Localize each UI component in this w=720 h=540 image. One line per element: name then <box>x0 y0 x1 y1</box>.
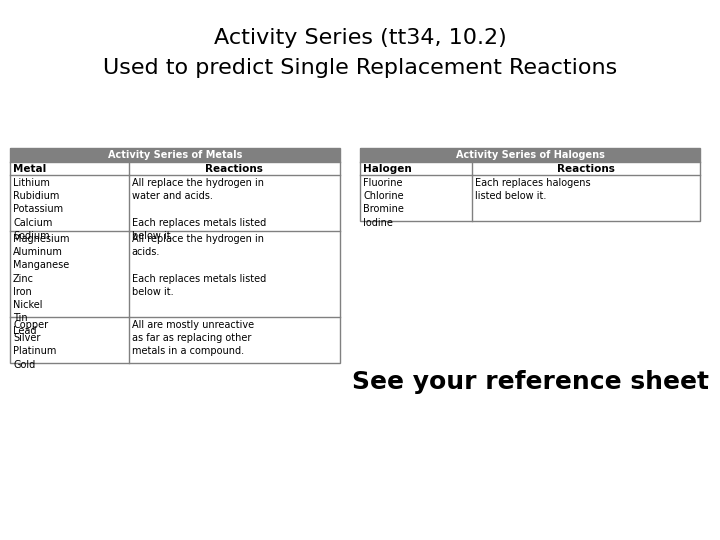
Text: Copper
Silver
Platinum
Gold: Copper Silver Platinum Gold <box>13 320 56 369</box>
Text: Halogen: Halogen <box>363 164 412 173</box>
Text: Activity Series of Metals: Activity Series of Metals <box>108 150 242 160</box>
Text: Magnesium
Aluminum
Manganese
Zinc
Iron
Nickel
Tin
Lead: Magnesium Aluminum Manganese Zinc Iron N… <box>13 234 70 336</box>
Text: Activity Series (tt34, 10.2): Activity Series (tt34, 10.2) <box>214 28 506 48</box>
Text: All replace the hydrogen in
water and acids.

Each replaces metals listed
below : All replace the hydrogen in water and ac… <box>132 178 266 241</box>
Text: Metal: Metal <box>13 164 46 173</box>
Text: See your reference sheet: See your reference sheet <box>351 370 708 394</box>
Bar <box>10 148 340 363</box>
Bar <box>360 148 700 221</box>
Text: Used to predict Single Replacement Reactions: Used to predict Single Replacement React… <box>103 58 617 78</box>
Text: All replace the hydrogen in
acids.

Each replaces metals listed
below it.: All replace the hydrogen in acids. Each … <box>132 234 266 297</box>
Text: Activity Series of Halogens: Activity Series of Halogens <box>456 150 604 160</box>
Bar <box>360 148 700 162</box>
Text: Reactions: Reactions <box>205 164 264 173</box>
Text: Reactions: Reactions <box>557 164 615 173</box>
Bar <box>10 148 340 162</box>
Text: Fluorine
Chlorine
Bromine
Iodine: Fluorine Chlorine Bromine Iodine <box>363 178 404 227</box>
Text: All are mostly unreactive
as far as replacing other
metals in a compound.: All are mostly unreactive as far as repl… <box>132 320 254 356</box>
Text: Lithium
Rubidium
Potassium
Calcium
Sodium: Lithium Rubidium Potassium Calcium Sodiu… <box>13 178 63 241</box>
Text: Each replaces halogens
listed below it.: Each replaces halogens listed below it. <box>475 178 591 201</box>
